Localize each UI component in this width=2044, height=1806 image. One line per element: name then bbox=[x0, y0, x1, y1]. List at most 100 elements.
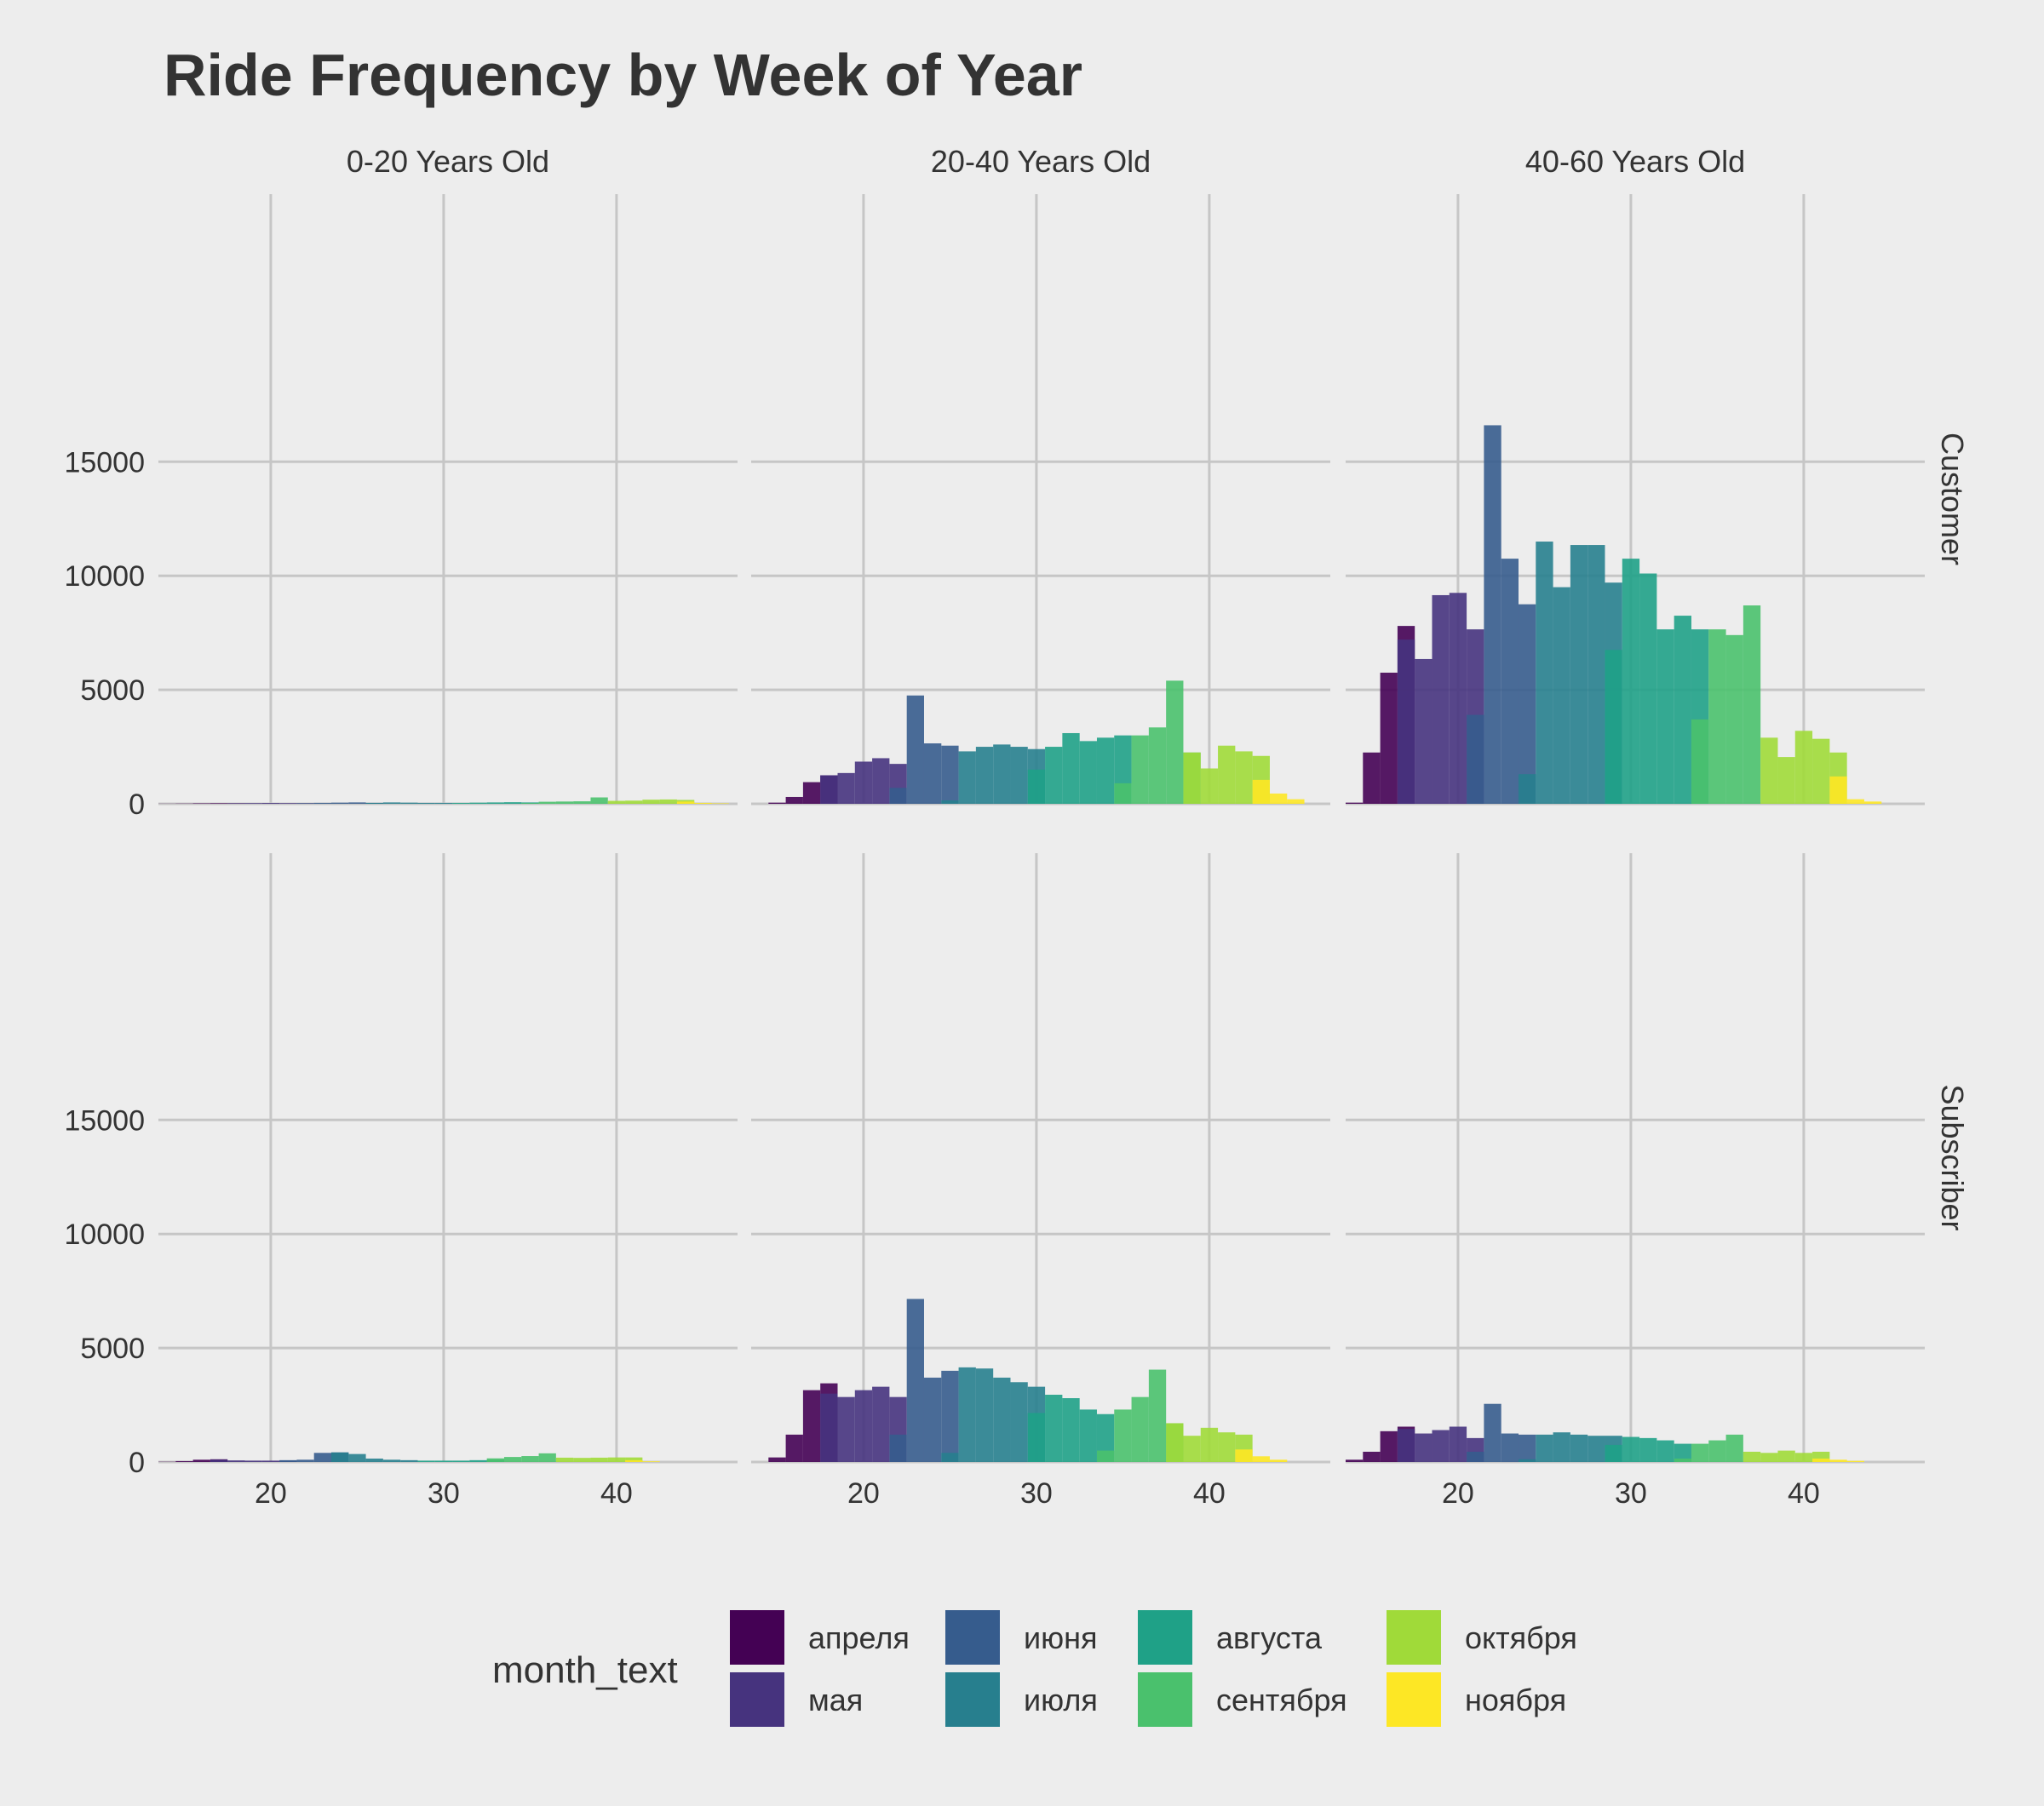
bar-aug bbox=[1062, 1398, 1079, 1462]
bar-sep bbox=[521, 1456, 538, 1462]
bar-nov bbox=[1270, 1459, 1287, 1462]
bar-oct bbox=[1812, 739, 1829, 804]
bar-may bbox=[1432, 1430, 1449, 1462]
bar-oct bbox=[1183, 753, 1200, 804]
bar-jul bbox=[1553, 1432, 1570, 1462]
bar-apr bbox=[1363, 753, 1380, 804]
bar-apr bbox=[803, 1390, 820, 1462]
bar-aug bbox=[435, 1460, 452, 1462]
bar-jul bbox=[1519, 1459, 1536, 1462]
bar-oct bbox=[1777, 757, 1794, 804]
bar-jun bbox=[1501, 1434, 1519, 1462]
bar-may bbox=[1415, 659, 1432, 804]
bar-oct bbox=[1743, 1452, 1760, 1462]
bar-may bbox=[1398, 639, 1415, 804]
bar-jul bbox=[417, 803, 434, 804]
bar-may bbox=[1415, 1434, 1432, 1462]
bar-aug bbox=[487, 802, 504, 804]
legend-swatch bbox=[1387, 1610, 1441, 1665]
bar-sep bbox=[1132, 736, 1149, 804]
bar-nov bbox=[712, 803, 729, 804]
x-tick-label: 20 bbox=[847, 1477, 880, 1510]
bar-oct bbox=[573, 1458, 590, 1462]
bar-jun bbox=[331, 803, 348, 804]
bar-nov bbox=[1812, 1459, 1829, 1462]
bar-nov bbox=[1864, 801, 1881, 804]
bar-jul bbox=[348, 1454, 365, 1462]
bar-sep bbox=[1166, 680, 1183, 804]
legend-label: июля bbox=[1024, 1683, 1098, 1717]
bar-oct bbox=[660, 800, 677, 804]
bar-apr bbox=[786, 797, 803, 804]
y-tick-label: 5000 bbox=[80, 1333, 145, 1365]
y-tick-label: 0 bbox=[129, 788, 145, 821]
bar-aug bbox=[417, 1460, 434, 1462]
bar-oct bbox=[1201, 768, 1218, 804]
bar-jul bbox=[435, 803, 452, 804]
bar-aug bbox=[1045, 747, 1062, 804]
bar-oct bbox=[608, 1458, 625, 1462]
facet-column-label: 20-40 Years Old bbox=[931, 144, 1151, 179]
bar-may bbox=[210, 1459, 227, 1462]
bar-jun bbox=[907, 1299, 924, 1462]
bar-apr bbox=[803, 783, 820, 804]
bar-jun bbox=[889, 1435, 906, 1462]
bar-oct bbox=[625, 800, 642, 804]
facet-column-label: 0-20 Years Old bbox=[347, 144, 549, 179]
bar-jul bbox=[976, 747, 993, 804]
bar-jul bbox=[993, 1378, 1010, 1462]
legend-label: июня bbox=[1024, 1620, 1097, 1655]
legend-swatch bbox=[1138, 1672, 1192, 1727]
y-tick-label: 10000 bbox=[64, 560, 145, 593]
x-tick-label: 30 bbox=[428, 1477, 460, 1510]
bar-jul bbox=[1536, 542, 1553, 804]
bar-jun bbox=[279, 1460, 296, 1462]
bar-aug bbox=[1062, 733, 1079, 804]
bar-nov bbox=[1253, 780, 1270, 804]
bar-aug bbox=[1674, 616, 1691, 804]
bar-jul bbox=[1519, 774, 1536, 804]
bar-aug bbox=[1605, 1445, 1622, 1462]
bar-may bbox=[244, 803, 261, 804]
bar-may bbox=[820, 776, 837, 804]
bar-may bbox=[1450, 1426, 1467, 1462]
bar-sep bbox=[1708, 629, 1725, 804]
bar-apr bbox=[210, 803, 227, 804]
bar-jul bbox=[1010, 1382, 1027, 1462]
bar-jun bbox=[296, 1459, 313, 1462]
x-tick-label: 40 bbox=[1193, 1477, 1226, 1510]
bar-jul bbox=[993, 744, 1010, 804]
bar-jul bbox=[959, 751, 976, 804]
bar-jun bbox=[314, 1453, 331, 1462]
bar-aug bbox=[1028, 770, 1045, 804]
bar-jun bbox=[907, 696, 924, 804]
bar-jun bbox=[924, 743, 941, 804]
bar-jul bbox=[959, 1367, 976, 1462]
bar-sep bbox=[1674, 1459, 1691, 1462]
bar-oct bbox=[556, 1458, 573, 1462]
y-tick-label: 5000 bbox=[80, 674, 145, 707]
bar-may bbox=[872, 1387, 889, 1462]
bar-jul bbox=[941, 1453, 958, 1462]
bar-jul bbox=[941, 800, 958, 804]
bar-jul bbox=[1536, 1435, 1553, 1462]
bar-sep bbox=[539, 1453, 556, 1462]
bar-jul bbox=[366, 803, 383, 804]
bar-jun bbox=[1467, 715, 1484, 804]
bar-jun bbox=[941, 746, 958, 804]
facet-row-label: Subscriber bbox=[1935, 1084, 1970, 1230]
bar-jun bbox=[314, 803, 331, 804]
bar-jul bbox=[1570, 545, 1588, 804]
bar-sep bbox=[590, 798, 607, 805]
bar-sep bbox=[573, 801, 590, 804]
bar-jul bbox=[1010, 747, 1027, 804]
bar-aug bbox=[452, 803, 469, 804]
bar-sep bbox=[1114, 783, 1131, 804]
legend-label: октября bbox=[1465, 1620, 1577, 1655]
x-tick-label: 20 bbox=[1442, 1477, 1474, 1510]
bar-sep bbox=[1726, 1435, 1743, 1462]
bar-apr bbox=[786, 1435, 803, 1462]
bar-apr bbox=[1381, 673, 1398, 804]
